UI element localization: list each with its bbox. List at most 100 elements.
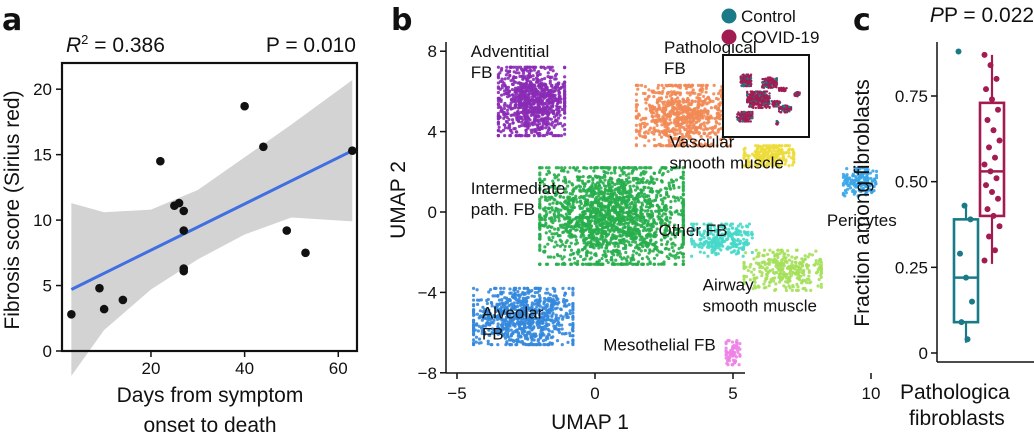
cell-point [763, 249, 766, 252]
cell-point [528, 72, 531, 75]
cell-point [641, 204, 644, 207]
cell-point [623, 171, 626, 174]
cell-point [800, 257, 803, 260]
cell-point [653, 138, 656, 141]
cell-point [791, 148, 794, 151]
cell-point [542, 121, 545, 124]
cell-point [632, 217, 635, 220]
cell-point [635, 109, 638, 112]
cell-point [647, 222, 650, 225]
cell-point [497, 73, 500, 76]
cell-point [703, 111, 706, 114]
cell-point [667, 257, 670, 260]
cell-point [667, 195, 670, 198]
cell-point [536, 78, 539, 81]
cell-point [508, 123, 511, 126]
cell-point [731, 238, 734, 241]
cell-point [644, 135, 647, 138]
cell-point [553, 290, 556, 293]
cell-point [660, 243, 663, 246]
confidence-band [71, 80, 352, 376]
cell-point [670, 242, 673, 245]
cell-point [775, 263, 778, 266]
cell-point [765, 277, 768, 280]
cell-point [782, 284, 785, 287]
cell-point [498, 298, 501, 301]
cell-point [632, 209, 635, 212]
cell-point [622, 242, 625, 245]
cell-point [533, 66, 536, 69]
cell-point [571, 316, 574, 319]
cell-point [538, 132, 541, 135]
cell-point [690, 85, 693, 88]
cell-point [702, 95, 705, 98]
cell-point [624, 245, 627, 248]
cell-point [649, 105, 652, 108]
data-point [240, 102, 249, 111]
cell-point [533, 111, 536, 114]
cell-point [682, 256, 685, 259]
cell-point [598, 237, 601, 240]
cell-point [561, 327, 564, 330]
cell-point [526, 105, 529, 108]
cell-point [577, 177, 580, 180]
cell-point [789, 286, 792, 289]
cell-point [636, 103, 639, 106]
cell-point [647, 252, 650, 255]
cell-point [788, 276, 791, 279]
cell-point [742, 264, 745, 267]
data-point [348, 146, 357, 155]
cell-point [524, 134, 527, 137]
cell-point [543, 90, 546, 93]
cell-point [657, 84, 660, 87]
cell-point [637, 246, 640, 249]
cell-point [800, 271, 803, 274]
cell-point [797, 277, 800, 280]
cell-point [820, 286, 823, 289]
cell-point [784, 274, 787, 277]
cell-point [706, 255, 709, 258]
cell-point [563, 75, 566, 78]
cell-point [718, 122, 721, 125]
cell-point [545, 231, 548, 234]
cell-point [568, 217, 571, 220]
cell-point [597, 229, 600, 232]
cell-point [629, 220, 632, 223]
cell-point [799, 267, 802, 270]
cell-point [766, 266, 769, 269]
cell-point [705, 91, 708, 94]
cell-point [636, 88, 639, 91]
cell-point [546, 243, 549, 246]
cell-point [503, 104, 506, 107]
cell-point [592, 201, 595, 204]
cell-point [628, 243, 631, 246]
cell-point [497, 112, 500, 115]
cell-point [780, 249, 783, 252]
cell-point [718, 117, 721, 120]
cell-point [639, 210, 642, 213]
cell-point [555, 104, 558, 107]
cell-point [688, 113, 691, 116]
cell-point [820, 267, 823, 270]
cell-point [711, 245, 714, 248]
cell-point [619, 174, 622, 177]
cell-point [677, 199, 680, 202]
data-point [179, 267, 188, 276]
cell-point [646, 243, 649, 246]
cell-point [602, 170, 605, 173]
cell-point [621, 202, 624, 205]
cell-point [674, 210, 677, 213]
cell-point [618, 196, 621, 199]
cell-point [591, 178, 594, 181]
cell-point [644, 209, 647, 212]
cell-point [582, 175, 585, 178]
cell-point [538, 235, 541, 238]
cell-point [681, 98, 684, 101]
cell-point [669, 206, 672, 209]
cell-point [600, 228, 603, 231]
cell-point [803, 258, 806, 261]
cell-point [600, 190, 603, 193]
cell-point [652, 263, 655, 266]
cell-point [710, 106, 713, 109]
cell-point [818, 278, 821, 281]
